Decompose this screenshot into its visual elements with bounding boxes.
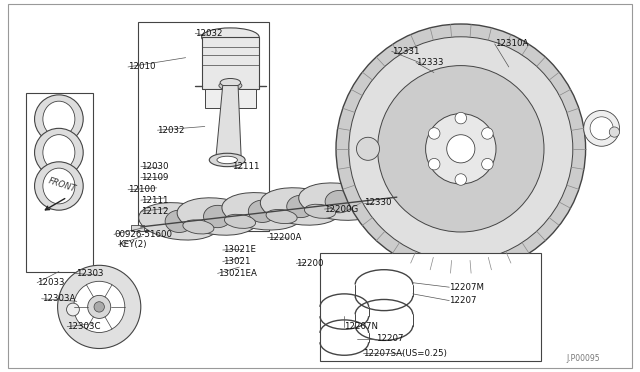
Text: 12032: 12032 bbox=[157, 126, 185, 135]
Ellipse shape bbox=[428, 158, 440, 170]
Text: 12032: 12032 bbox=[195, 29, 223, 38]
Ellipse shape bbox=[202, 28, 259, 46]
Ellipse shape bbox=[183, 220, 214, 234]
Ellipse shape bbox=[209, 153, 245, 167]
Text: 12111: 12111 bbox=[141, 196, 168, 205]
Text: 13021EA: 13021EA bbox=[218, 269, 257, 278]
Bar bbox=[205, 89, 256, 108]
Ellipse shape bbox=[336, 24, 586, 273]
Text: 12207N: 12207N bbox=[344, 322, 378, 331]
Ellipse shape bbox=[94, 302, 104, 312]
Text: 12303A: 12303A bbox=[42, 294, 75, 303]
Ellipse shape bbox=[219, 81, 242, 90]
Ellipse shape bbox=[482, 158, 493, 170]
Text: 13021E: 13021E bbox=[223, 246, 256, 254]
Text: KEY(2): KEY(2) bbox=[118, 240, 147, 249]
Text: 12310A: 12310A bbox=[495, 39, 528, 48]
Text: 12010: 12010 bbox=[128, 62, 156, 71]
Ellipse shape bbox=[482, 128, 493, 139]
Ellipse shape bbox=[609, 127, 620, 137]
Text: 12200A: 12200A bbox=[268, 233, 301, 242]
Bar bbox=[138, 22, 269, 231]
Bar bbox=[202, 37, 259, 89]
Ellipse shape bbox=[590, 117, 613, 140]
Text: 12207: 12207 bbox=[376, 334, 404, 343]
Ellipse shape bbox=[362, 183, 400, 215]
Text: 12200: 12200 bbox=[296, 259, 324, 268]
Ellipse shape bbox=[43, 168, 75, 204]
Ellipse shape bbox=[217, 156, 237, 164]
Ellipse shape bbox=[356, 137, 380, 160]
Ellipse shape bbox=[455, 174, 467, 185]
Ellipse shape bbox=[287, 195, 315, 218]
Polygon shape bbox=[216, 86, 241, 160]
Ellipse shape bbox=[260, 188, 341, 225]
Ellipse shape bbox=[177, 198, 258, 235]
Ellipse shape bbox=[35, 95, 83, 143]
Text: 12200G: 12200G bbox=[324, 205, 359, 214]
Bar bbox=[131, 225, 144, 231]
Ellipse shape bbox=[378, 65, 544, 232]
Text: 13021: 13021 bbox=[223, 257, 250, 266]
Text: 12207SA(US=0.25): 12207SA(US=0.25) bbox=[363, 349, 447, 358]
Text: 12033: 12033 bbox=[37, 278, 65, 287]
Text: 00926-51600: 00926-51600 bbox=[114, 230, 172, 239]
Text: J.P00095: J.P00095 bbox=[566, 355, 600, 363]
Text: 12111: 12111 bbox=[232, 162, 259, 171]
Ellipse shape bbox=[299, 183, 380, 220]
Ellipse shape bbox=[35, 162, 83, 210]
Ellipse shape bbox=[139, 203, 220, 240]
Text: 12303C: 12303C bbox=[67, 322, 100, 331]
Text: 12100: 12100 bbox=[128, 185, 156, 194]
Ellipse shape bbox=[220, 78, 241, 87]
Ellipse shape bbox=[165, 210, 193, 232]
Text: 12333: 12333 bbox=[416, 58, 444, 67]
Text: 12303: 12303 bbox=[76, 269, 103, 278]
Text: 12112: 12112 bbox=[141, 207, 168, 216]
Ellipse shape bbox=[67, 303, 79, 316]
Bar bbox=[320, 253, 541, 361]
Ellipse shape bbox=[88, 295, 111, 318]
Ellipse shape bbox=[225, 214, 255, 228]
Text: FRONT: FRONT bbox=[47, 176, 77, 193]
Ellipse shape bbox=[305, 204, 335, 218]
Ellipse shape bbox=[325, 190, 353, 213]
Ellipse shape bbox=[58, 265, 141, 349]
Text: 12030: 12030 bbox=[141, 162, 168, 171]
Ellipse shape bbox=[74, 281, 125, 333]
Ellipse shape bbox=[266, 209, 297, 224]
Bar bbox=[26, 93, 93, 272]
Ellipse shape bbox=[204, 205, 232, 228]
Ellipse shape bbox=[43, 101, 75, 137]
Ellipse shape bbox=[455, 112, 467, 124]
Ellipse shape bbox=[349, 37, 573, 261]
Text: 12207: 12207 bbox=[449, 296, 477, 305]
Ellipse shape bbox=[43, 135, 75, 170]
Ellipse shape bbox=[248, 200, 276, 222]
Text: 12331: 12331 bbox=[392, 47, 419, 56]
Text: 12109: 12109 bbox=[141, 173, 168, 182]
Ellipse shape bbox=[447, 135, 475, 163]
Ellipse shape bbox=[426, 113, 496, 184]
Ellipse shape bbox=[584, 110, 620, 146]
Text: 12330: 12330 bbox=[364, 198, 391, 207]
Text: 12207M: 12207M bbox=[449, 283, 484, 292]
Ellipse shape bbox=[35, 128, 83, 177]
Ellipse shape bbox=[222, 193, 303, 230]
Ellipse shape bbox=[428, 128, 440, 139]
